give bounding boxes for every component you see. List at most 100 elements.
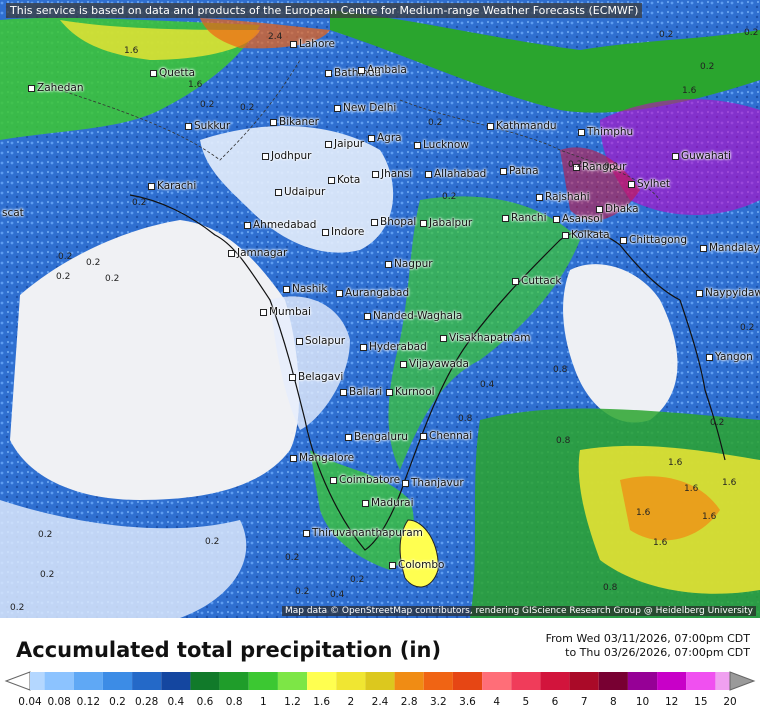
city-name: Bikaner — [279, 116, 319, 128]
border-line-2 — [399, 99, 661, 201]
colorbar-swatch — [423, 672, 453, 690]
precip-value-label: 0.8 — [556, 436, 571, 446]
city-name: Hyderabad — [369, 341, 427, 353]
colorbar-tick-label: 0.12 — [76, 696, 101, 708]
city-name: Chittagong — [629, 234, 687, 246]
dry-deccan — [270, 296, 350, 430]
city-marker-icon — [573, 163, 580, 171]
city-label: Visakhapatnam — [440, 332, 530, 344]
precip-value-label: 0.2 — [568, 160, 583, 170]
city-label: Thiruvananthapuram — [303, 527, 423, 539]
city-name: Jabalpur — [429, 217, 473, 229]
city-name: Jamnagar — [237, 247, 288, 259]
city-name: Allahabad — [434, 168, 487, 180]
city-label: Bikaner — [270, 116, 319, 128]
city-name: Solapur — [305, 335, 346, 347]
dry-bay-of-bengal — [563, 264, 678, 423]
city-label: Thimphu — [578, 126, 633, 138]
city-name: Ambala — [367, 64, 407, 76]
precip-value-label: 1.6 — [668, 458, 683, 468]
colorbar-swatch — [219, 672, 249, 690]
colorbar-swatch — [686, 672, 716, 690]
city-marker-icon — [148, 182, 155, 190]
map-credit[interactable]: Map data © OpenStreetMap contributors, r… — [282, 606, 756, 616]
city-name: Belagavi — [298, 371, 344, 383]
city-marker-icon — [228, 249, 235, 257]
city-label: Kurnool — [386, 386, 435, 398]
precip-value-label: 1.6 — [702, 512, 717, 522]
colorbar-swatch — [190, 672, 220, 690]
city-label: Ranchi — [502, 212, 547, 224]
colorbar-swatch — [452, 672, 483, 690]
city-marker-icon — [360, 343, 367, 351]
precip-value-label: 0.2 — [132, 198, 147, 208]
precip-value-label: 1.6 — [124, 46, 139, 56]
city-marker-icon — [345, 433, 352, 441]
precip-value-label: 0.2 — [10, 603, 25, 613]
colorbar-tick-label: 1.2 — [284, 696, 301, 708]
city-marker-icon — [371, 218, 378, 226]
city-name: scat — [2, 207, 24, 219]
colorbar-swatch — [73, 672, 103, 690]
city-label: Jamnagar — [228, 247, 287, 259]
city-name: Thiruvananthapuram — [312, 527, 423, 539]
city-name: Chennai — [429, 430, 473, 442]
city-label: Kolkata — [562, 229, 610, 241]
colorbar-tick-label: 1 — [259, 696, 267, 708]
city-marker-icon — [400, 360, 407, 368]
precipitation-map[interactable]: This service is based on data and produc… — [0, 0, 760, 618]
myanmar-coastline — [679, 299, 726, 461]
city-marker-icon — [402, 479, 409, 487]
precip-value-label: 0.8 — [603, 583, 618, 593]
city-marker-icon — [322, 228, 329, 236]
city-marker-icon — [185, 122, 192, 130]
city-marker-icon — [275, 188, 282, 196]
colorbar-tick-label: 8 — [609, 696, 617, 708]
colorbar-tick-label: 10 — [635, 696, 650, 708]
colorbar-tick-label: 12 — [664, 696, 679, 708]
colorbar-tick-label: 1.6 — [313, 696, 331, 708]
colorbar-tick-label: 2.4 — [371, 696, 389, 708]
city-marker-icon — [303, 529, 310, 537]
city-name: Thimphu — [587, 126, 634, 138]
city-label: Kathmandu — [487, 120, 557, 132]
city-label: Agra — [368, 132, 402, 144]
city-marker-icon — [706, 353, 713, 361]
city-name: Sukkur — [194, 120, 231, 132]
colorbar-swatch — [277, 672, 308, 690]
city-marker-icon — [290, 40, 297, 48]
colorbar-swatch — [365, 672, 395, 690]
city-name: Nagpur — [394, 258, 433, 270]
city-label: Mumbai — [260, 306, 311, 318]
city-label: Ambala — [358, 64, 407, 76]
red-northeast — [560, 147, 640, 221]
city-label: Udaipur — [275, 186, 325, 198]
city-name: Rangpur — [582, 161, 627, 173]
city-label: Jabalpur — [420, 217, 472, 229]
precip-value-label: 0.2 — [710, 418, 725, 428]
city-marker-icon — [262, 152, 269, 160]
city-name: Kathmandu — [496, 120, 557, 132]
legend: Accumulated total precipitation (in) Fro… — [0, 618, 760, 724]
city-marker-icon — [368, 134, 375, 142]
colorbar-tick-label: 0.8 — [225, 696, 243, 708]
city-marker-icon — [330, 476, 337, 484]
city-marker-icon — [414, 141, 421, 149]
city-marker-icon — [386, 388, 393, 396]
city-label: New Delhi — [334, 102, 396, 114]
city-marker-icon — [578, 128, 585, 136]
city-marker-icon — [290, 454, 297, 462]
city-label: Nanded-Waghala — [364, 310, 462, 322]
city-label: Dhaka — [596, 203, 639, 215]
city-marker-icon — [553, 215, 560, 223]
colorbar-swatch — [161, 672, 191, 690]
city-name: Quetta — [159, 67, 196, 79]
city-label: Allahabad — [425, 168, 486, 180]
city-label: Ahmedabad — [244, 219, 316, 231]
city-name: Yangon — [715, 351, 753, 363]
city-name: Cuttack — [521, 275, 562, 287]
precip-value-label: 0.2 — [740, 323, 755, 333]
green-himalaya — [330, 10, 760, 113]
colorbar-swatch — [715, 672, 730, 690]
city-marker-icon — [696, 289, 703, 297]
